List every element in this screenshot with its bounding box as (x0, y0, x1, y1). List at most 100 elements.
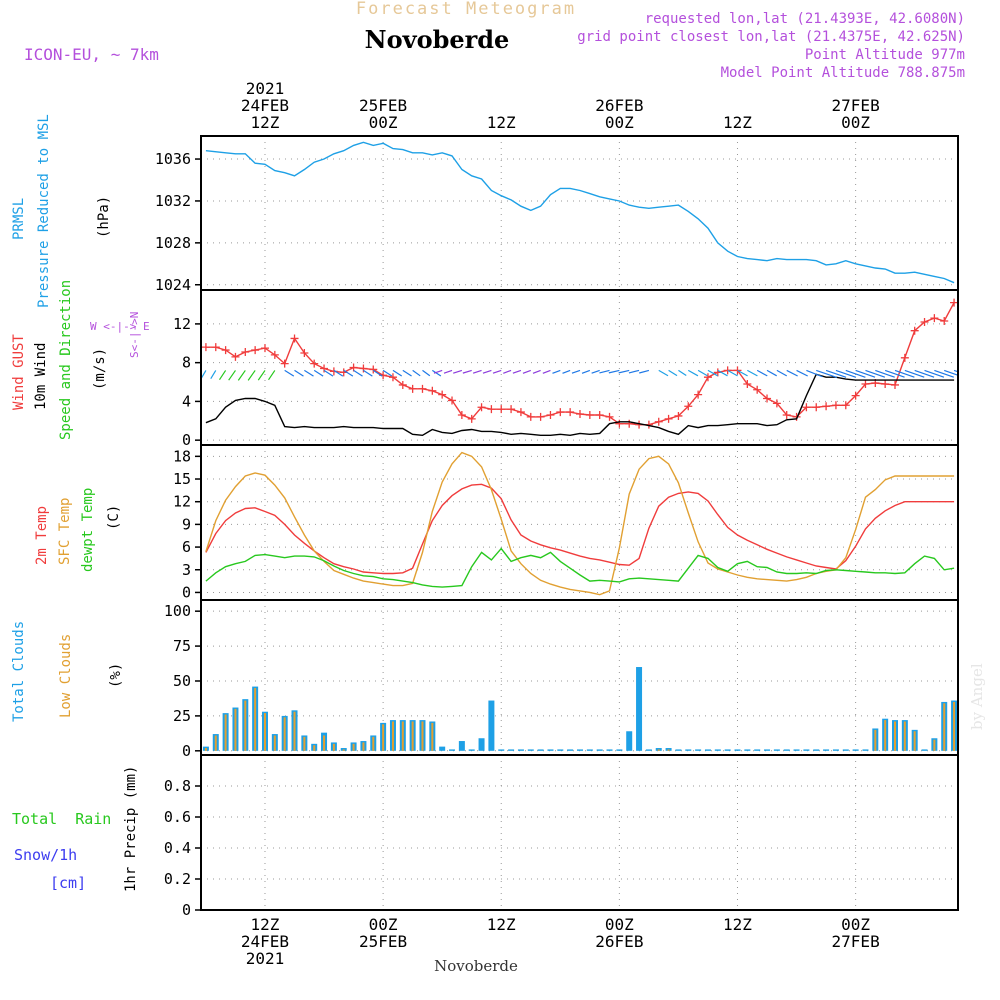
bar-low-clouds (313, 745, 316, 751)
bar-total-clouds (695, 749, 702, 751)
bar-low-clouds (303, 736, 306, 751)
top-time-label: 00Z (605, 113, 634, 132)
bar-low-clouds (362, 742, 365, 751)
y-tick-label: 0 (182, 583, 191, 601)
y-tick-label: 0.6 (164, 808, 191, 826)
y-tick-label: 0.8 (164, 777, 191, 795)
bar-total-clouds (764, 749, 771, 751)
y-tick-label: 0 (182, 431, 191, 449)
gust-marker (536, 412, 545, 421)
bar-total-clouds (488, 700, 495, 751)
wind-arrow (257, 370, 266, 381)
y-tick-label: 1032 (155, 192, 191, 210)
bar-low-clouds (382, 724, 385, 751)
supertitle: Forecast Meteogram (356, 0, 576, 19)
temp-dew-label: dewpt Temp (80, 488, 96, 572)
wind-arrow (816, 369, 838, 378)
gust-marker (881, 379, 890, 388)
bar-total-clouds (754, 749, 761, 751)
gust-marker (428, 386, 437, 395)
low-clouds-label: Low Clouds (58, 634, 74, 718)
wind-arrow (313, 369, 324, 377)
wind-arrow (382, 369, 393, 377)
bar-low-clouds (342, 749, 345, 751)
bottom-time-label: 12Z (487, 915, 516, 934)
gust-marker (408, 384, 417, 393)
wind-arrow (934, 369, 954, 378)
top-time-label: 00Z (369, 113, 398, 132)
bar-low-clouds (884, 720, 887, 751)
bar-total-clouds (793, 749, 800, 751)
wind-arrow (796, 369, 808, 377)
top-time-label: 26FEB (595, 96, 643, 115)
wind-arrow (372, 369, 383, 377)
wind-arrow (353, 369, 363, 377)
wind-arrow (717, 369, 728, 377)
gust-marker (448, 396, 457, 405)
bottom-time-label: 12Z (723, 915, 752, 934)
panel-prmsl: 1024 1028 1032 1036 (155, 135, 959, 294)
bar-low-clouds (283, 717, 286, 751)
bottom-time-label: 25FEB (359, 932, 407, 951)
info-line-3: Point Altitude 977m (805, 47, 965, 63)
wind-arrow (687, 369, 699, 377)
gust-marker (211, 343, 220, 352)
wind-arrow (512, 369, 522, 374)
model-label: ICON-EU, ~ 7km (24, 45, 159, 64)
bar-low-clouds (263, 713, 266, 751)
series-line-2m-temp (205, 483, 955, 575)
series-line-dewpt-temp (205, 547, 955, 588)
gust-marker (595, 410, 604, 419)
bar-low-clouds (293, 711, 296, 751)
gust-marker (674, 411, 683, 420)
bar-low-clouds (273, 735, 276, 751)
gust-marker (310, 359, 319, 368)
bar-total-clouds (714, 749, 721, 751)
gust-marker (743, 379, 752, 388)
gust-marker (900, 353, 909, 362)
bar-low-clouds (893, 721, 896, 751)
bar-total-clouds (823, 749, 830, 751)
bar-total-clouds (458, 741, 465, 751)
gust-marker (241, 348, 250, 356)
gust-marker (615, 419, 624, 428)
bar-low-clouds (214, 735, 217, 751)
temp-unit: (C) (106, 505, 122, 530)
wind-arrow (737, 369, 748, 377)
bottom-time-label: 26FEB (595, 932, 643, 951)
wind-arrow (562, 369, 571, 374)
wind-arrow (806, 369, 823, 378)
gust-marker (763, 394, 772, 403)
wind-arrow (412, 369, 421, 377)
wind-arrow (443, 369, 453, 374)
wind-arrow (944, 369, 958, 376)
panel-frame (200, 754, 959, 911)
gust-marker (231, 352, 240, 361)
wind-arrow (835, 369, 857, 378)
bar-low-clouds (254, 687, 257, 751)
bar-low-clouds (224, 714, 227, 751)
gust-marker (684, 402, 693, 411)
panel-wind: 0 4 8 12 (173, 289, 959, 449)
panel-frame (200, 599, 959, 756)
gust-marker (753, 385, 762, 394)
compass-ns: S<-|->N (128, 312, 141, 358)
gust-marker (300, 348, 309, 357)
gust-marker (703, 373, 712, 382)
gust-marker (575, 410, 584, 418)
bar-low-clouds (657, 749, 660, 751)
wind-arrow (433, 369, 443, 374)
gust-marker (723, 366, 732, 375)
gust-marker (477, 403, 486, 412)
gust-marker (910, 326, 919, 335)
wind-arrow (953, 369, 958, 373)
bar-total-clouds (724, 749, 731, 751)
gust-marker (930, 314, 939, 323)
bar-total-clouds (596, 749, 603, 751)
gust-marker (920, 317, 929, 326)
station-title: Novoberde (365, 25, 510, 54)
gust-marker (733, 366, 742, 375)
bar-total-clouds (449, 749, 456, 751)
panel-clouds: 0 25 50 75 100 (164, 599, 959, 760)
